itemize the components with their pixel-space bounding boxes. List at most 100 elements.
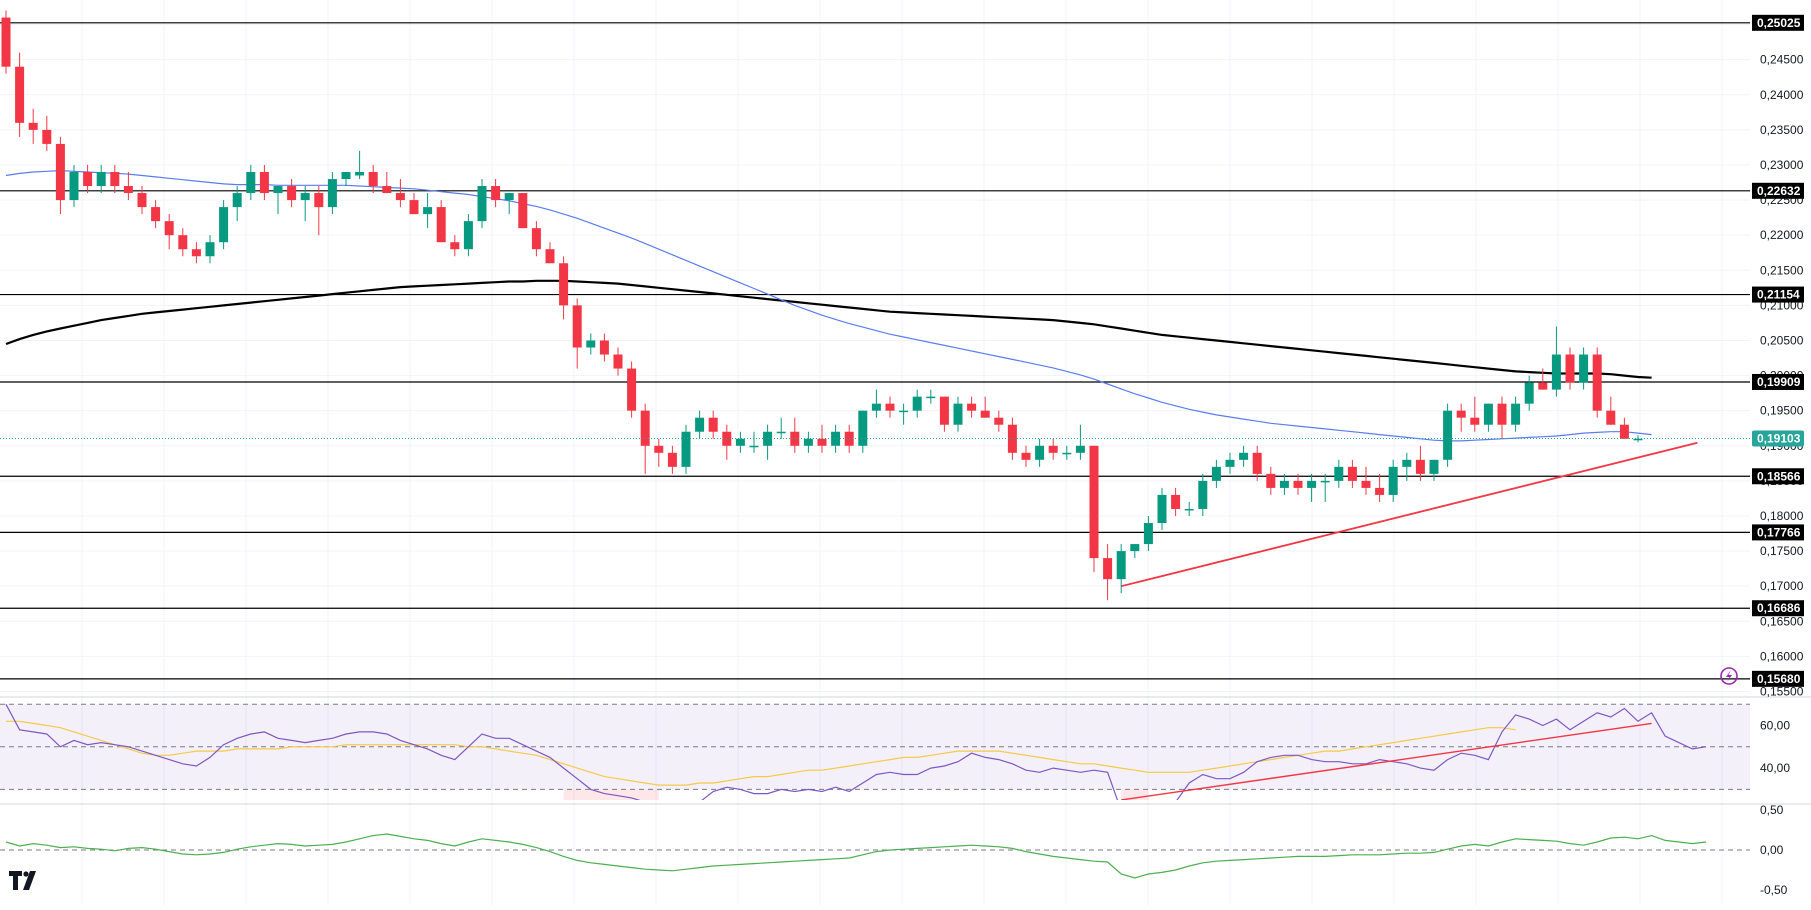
level-badge	[1752, 182, 1804, 199]
candle-body	[219, 207, 229, 243]
candle-body	[1116, 551, 1126, 580]
candle-body	[1184, 508, 1194, 511]
candle-body	[926, 396, 936, 399]
candle-body	[1443, 410, 1453, 460]
candle-body	[1375, 487, 1385, 495]
candle-body	[980, 410, 990, 418]
candle-body	[232, 193, 242, 208]
candle-body	[763, 431, 773, 446]
candle-body	[545, 249, 555, 264]
level-badge	[1752, 524, 1804, 541]
candle-body	[355, 171, 365, 176]
level-badge	[1752, 670, 1804, 687]
level-badge-label: 0,25025	[1757, 16, 1801, 30]
candle-body	[1456, 410, 1466, 418]
level-badge-label: 0,19909	[1757, 375, 1801, 389]
candle-body	[1252, 452, 1262, 474]
candle-body	[831, 431, 841, 446]
candle-body	[1198, 480, 1208, 509]
level-badge-label: 0,16686	[1757, 601, 1801, 615]
price-pane	[0, 10, 1750, 680]
candle-body	[803, 438, 813, 446]
rsi-oversold-fill	[1121, 789, 1149, 800]
candle-body	[1429, 459, 1439, 474]
candle-body	[246, 171, 256, 194]
price-tick-label: 0,23500	[1760, 123, 1804, 137]
candle-body	[477, 186, 487, 222]
candle-body	[613, 354, 623, 369]
candle-body	[1347, 466, 1357, 481]
candle-body	[858, 410, 868, 446]
momentum-tick-label: 0,00	[1760, 843, 1784, 857]
candle-body	[164, 221, 174, 236]
candle-body	[1171, 494, 1181, 509]
candle-body	[1157, 494, 1167, 524]
candle-body	[572, 305, 582, 348]
ma-200-line	[5, 279, 1652, 379]
trendline	[1120, 441, 1698, 588]
candle-body	[667, 452, 677, 467]
candle-body	[450, 242, 460, 250]
candle-body	[273, 186, 283, 194]
candle-body	[1089, 445, 1099, 559]
candle-body	[287, 186, 297, 201]
candle-body	[1497, 403, 1507, 425]
candle-body	[586, 340, 596, 348]
candle-body	[1538, 382, 1548, 390]
candle-body	[1361, 480, 1371, 488]
price-tick-label: 0,20500	[1760, 333, 1804, 347]
candle-body	[1320, 480, 1330, 483]
candle-body	[695, 417, 705, 432]
candle-body	[1415, 459, 1425, 474]
level-badge-label: 0,22632	[1757, 184, 1801, 198]
candle-body	[817, 438, 827, 446]
candle-body	[953, 403, 963, 425]
candle-body	[1402, 459, 1412, 467]
candle-body	[899, 410, 909, 413]
candle-body	[1551, 354, 1561, 390]
candle-body	[994, 417, 1004, 425]
candle-body	[1592, 354, 1602, 411]
ma-50-line	[5, 169, 1652, 442]
candle-body	[1225, 459, 1235, 467]
price-tick-label: 0,23000	[1760, 158, 1804, 172]
level-badge-label: 0,21154	[1757, 288, 1800, 302]
candle-body	[1035, 445, 1045, 460]
level-badge	[1752, 468, 1804, 485]
candle-body	[110, 171, 120, 187]
alert-lightning-icon[interactable]	[1720, 667, 1738, 685]
tradingview-logo[interactable]	[9, 871, 36, 890]
candle-body	[178, 235, 188, 250]
level-badge	[1752, 373, 1804, 390]
price-tick-label: 0,16500	[1760, 614, 1804, 628]
candle-body	[885, 403, 895, 411]
candle-body	[599, 340, 609, 355]
candle-body	[1211, 466, 1221, 481]
candle-body	[749, 445, 759, 448]
momentum-tick-label: 0,50	[1760, 803, 1784, 817]
price-tick-label: 0,22000	[1760, 228, 1804, 242]
rsi-pane	[0, 703, 1750, 800]
momentum-tick-label: -0,50	[1760, 883, 1788, 897]
candle-body	[1511, 403, 1521, 425]
price-tick-label: 0,24500	[1760, 53, 1804, 67]
candle-body	[640, 410, 650, 446]
candle-body	[96, 171, 106, 187]
candle-body	[69, 171, 79, 201]
candle-body	[42, 129, 52, 144]
momentum-line	[5, 833, 1707, 879]
candle-body	[559, 263, 569, 306]
candle-body	[1239, 452, 1249, 460]
level-badge	[1752, 600, 1804, 617]
level-badge-label: 0,15680	[1757, 672, 1801, 686]
candle-body	[1633, 438, 1643, 441]
rsi-line	[5, 704, 1707, 800]
candle-body	[1, 17, 11, 67]
candle-body	[504, 193, 514, 201]
candle-body	[382, 186, 392, 194]
candle-body	[341, 171, 351, 180]
candle-body	[1334, 466, 1344, 481]
candle-body	[409, 200, 419, 215]
